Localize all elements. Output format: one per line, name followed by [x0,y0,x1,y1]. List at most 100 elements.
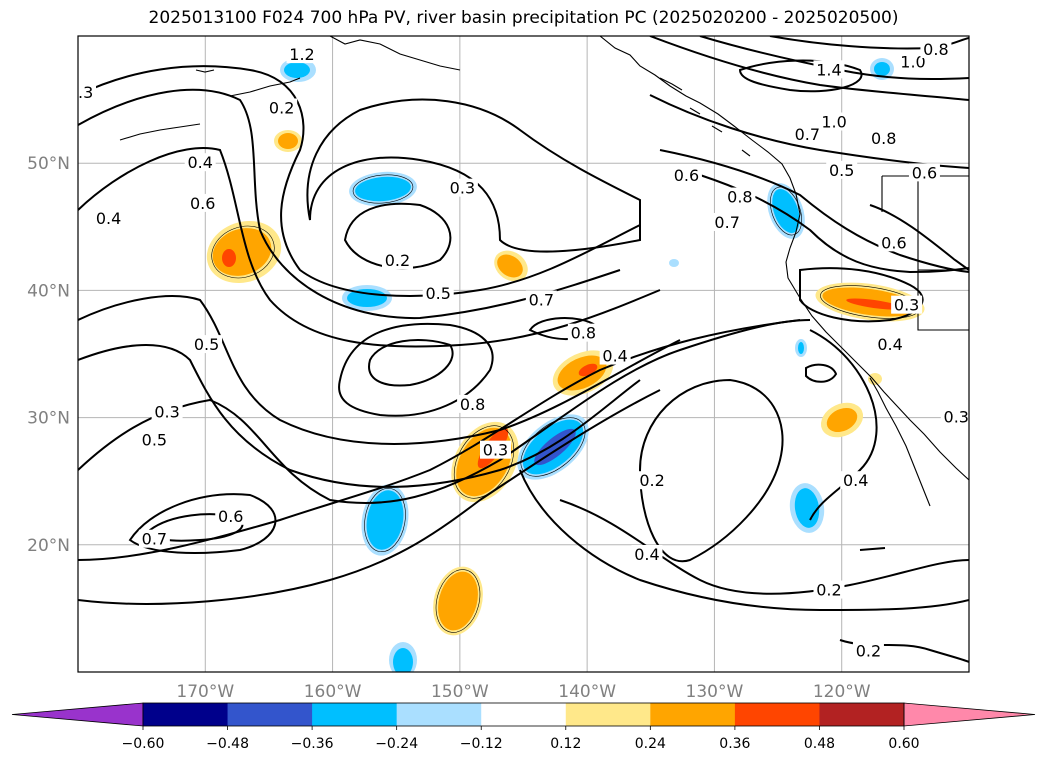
contour-label-bg [184,153,216,172]
contour-label: 0.5 [829,161,854,180]
colorbar-segment [396,703,482,726]
contour-label-bg [868,129,900,148]
lat-tick-label: 20°N [27,536,70,556]
contour-label-bg [93,209,125,228]
contour-label: 0.3 [68,83,93,102]
colorbar-extend-min [11,702,144,727]
lon-tick-label: 160°W [304,682,362,702]
contour-label: 0.8 [923,40,948,59]
contour-label: 0.2 [816,581,841,600]
contour-label: 0.8 [460,395,485,414]
contour-label-bg [525,290,557,309]
contour-label: 0.2 [385,251,410,270]
contour-label-bg [878,233,910,252]
contour-label: 1.2 [289,45,314,64]
contour-label-bg [891,295,923,314]
contour-label-bg [187,193,219,212]
lat-tick-label: 40°N [27,281,70,301]
map-panel: 1.21.4 1.00.81.00.20.30.7 0.80.5 0.60.40.60… [68,36,969,672]
colorbar-tick-label: 0.48 [804,736,835,752]
contour-label: 0.6 [674,166,699,185]
contour-label: 1.4 [816,60,841,79]
contour-label-bg [138,430,170,449]
contour-label-bg [636,471,668,490]
contour-label: 0.6 [912,163,937,182]
precip-outlines [211,174,920,633]
colorbar-segment [312,703,398,726]
contour-label: 0.6 [190,194,215,213]
contour-label: 0.4 [602,347,627,366]
contour-label: 0.4 [634,545,659,564]
contour-label-bg [567,323,599,342]
contour-label: 0.4 [843,471,868,490]
colorbar-tick-label: 0.36 [719,736,750,752]
colorbar-frame [142,702,905,727]
contour-label-bg [191,335,223,354]
contour-label: 0.8 [727,188,752,207]
contour-label-bg [724,187,756,206]
contour-label: 1.0 [900,53,925,72]
contour-label: 0.7 [795,125,820,144]
contour-label-bg [479,440,511,459]
colorbar-segment [734,703,820,726]
contour-label-bg [457,394,489,413]
lon-tick-label: 120°W [813,682,871,702]
contour-label: 0.8 [571,324,596,343]
colorbar [11,702,1036,727]
contour-label-bg [422,284,454,303]
colorbar-tick-label: 0.24 [635,736,666,752]
contour-label: 0.5 [425,284,450,303]
contour-label-bg [813,60,845,79]
contour-label: 0.3 [894,296,919,315]
contour-label: 0.7 [714,213,739,232]
contour-label-bg [711,212,743,231]
colorbar-segment [481,703,567,726]
contour-label: 0.8 [871,129,896,148]
lon-tick-label: 130°W [686,682,744,702]
colorbar-tick-label: −0.60 [122,736,165,752]
contour-label: 0.4 [187,153,212,172]
contour-label-bg [151,402,183,421]
colorbar-segment [143,703,229,726]
colorbar-segment [227,703,313,726]
contour-label: 0.6 [881,233,906,252]
lat-tick-labels: 20°N 30°N 40°N 50°N [27,154,70,556]
lon-tick-label: 170°W [176,682,234,702]
colorbar-tick-label: −0.24 [375,736,418,752]
lon-tick-label: 140°W [558,682,616,702]
colorbar-tick-label: −0.48 [206,736,249,752]
contour-label-bg [446,178,478,197]
colorbar-segment [819,703,905,726]
contour-label-bg [670,165,702,184]
lat-tick-label: 30°N [27,409,70,429]
contour-label: 0.3 [944,408,969,427]
contour-label-bg [920,39,952,58]
contour-label-bg [791,125,823,144]
contour-label: 0.7 [529,291,554,310]
map-title: 2025013100 F024 700 hPa PV, river basin … [148,8,899,28]
contour-label: 0.3 [450,179,475,198]
contour-label: 1.0 [821,112,846,131]
contour-label: 0.6 [218,507,243,526]
pv-contour-labels: 1.21.4 1.00.81.00.20.30.7 0.80.5 0.60.40.60… [68,39,969,661]
colorbar-extend-max [903,702,1036,727]
contour-label: 0.4 [96,209,121,228]
contour-label-bg [852,641,884,660]
contour-label: 0.2 [639,471,664,490]
lat-tick-label: 50°N [27,154,70,174]
colorbar-tick-label: 0.60 [888,736,919,752]
contour-label-bg [381,251,413,270]
contour-label-bg [813,580,845,599]
contour-label-bg [286,45,318,64]
colorbar-tick-label: 0.12 [550,736,581,752]
contour-label: 0.5 [194,335,219,354]
contour-label: 0.3 [483,441,508,460]
colorbar-segment [650,703,736,726]
contour-label-bg [266,98,298,117]
contour-label: 0.5 [142,430,167,449]
colorbar-segment [565,703,651,726]
contour-label-bg [826,160,858,179]
contour-label-bg [78,83,97,102]
contour-label: 0.2 [856,642,881,661]
colorbar-tick-labels: −0.60 −0.48 −0.36 −0.24 −0.12 0.12 0.24 0.36 0.4… [122,726,920,752]
